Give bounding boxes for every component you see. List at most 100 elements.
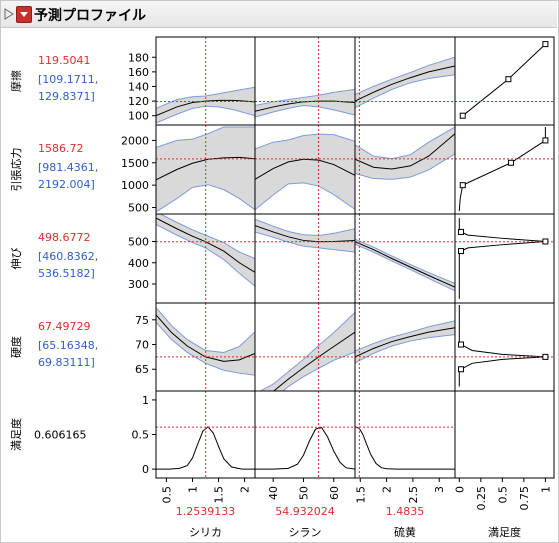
panel-1-1 — [254, 124, 356, 215]
d-tick-label-4: 1 — [539, 486, 552, 493]
predicted-value-3: 67.49729 — [38, 320, 91, 333]
panel-3-2 — [354, 302, 456, 392]
lower-ci-line-3-1 — [282, 351, 355, 391]
d-tick-label-0: 0 — [453, 486, 466, 493]
prediction-trace-3-1 — [272, 331, 355, 391]
y-tick-label-1-0: 500 — [128, 202, 149, 215]
desirability-handle-2-1[interactable] — [542, 238, 549, 245]
x-tick-label-1-1: 50 — [297, 486, 310, 500]
desirability-handle-3-0[interactable] — [458, 366, 465, 373]
lower-ci-line-1-2 — [355, 153, 455, 180]
x-tick-label-1-0: 40 — [267, 486, 280, 500]
prediction-trace-2-2 — [355, 241, 455, 288]
response-label-0: 摩擦 — [9, 70, 23, 92]
ci-low-2: [460.8362, — [38, 250, 98, 263]
y-tick-label-4-1: 0.5 — [132, 429, 150, 442]
y-tick-label-0-3: 160 — [128, 66, 149, 79]
desirability-axis-label: 満足度 — [488, 525, 521, 539]
red-triangle-menu-icon[interactable] — [16, 6, 32, 23]
desirability-function-1 — [458, 127, 546, 212]
confidence-band-1-2 — [355, 127, 455, 180]
x-tick-label-2-0: 1.5 — [354, 486, 367, 504]
lower-ci-line-3-2 — [355, 334, 455, 364]
upper-ci-line-2-1 — [255, 218, 355, 237]
desirability-value: 0.606165 — [34, 429, 87, 442]
desirability-handle-3-1[interactable] — [542, 353, 549, 360]
panel-1-2 — [354, 124, 456, 215]
y-tick-label-0-2: 140 — [128, 80, 149, 93]
desirability-handle-1-2[interactable] — [542, 137, 549, 144]
d-tick-label-3: 0.75 — [518, 486, 531, 511]
lower-ci-line-2-1 — [255, 231, 355, 253]
desirability-handle-1-0[interactable] — [459, 182, 466, 189]
confidence-band-3-0 — [156, 307, 255, 376]
ci-high-3: 69.83111] — [38, 356, 95, 369]
desirability-border-2 — [454, 213, 555, 304]
x-tick-label-2-2: 2.5 — [407, 486, 420, 504]
lower-ci-line-1-1 — [255, 182, 355, 211]
desirability-handle-1-1[interactable] — [507, 159, 514, 166]
desirability-handle-2-2[interactable] — [458, 228, 465, 235]
prediction-trace-3-2 — [355, 327, 455, 358]
panel-border-4-1 — [254, 390, 356, 479]
y-tick-label-4-0: 0 — [142, 463, 149, 476]
upper-ci-line-1-1 — [255, 133, 355, 150]
x-tick-label-0-1: 1 — [186, 486, 199, 493]
panel-4-2 — [354, 390, 456, 479]
confidence-band-3-1 — [260, 312, 355, 391]
ci-low-1: [981.4361, — [38, 161, 98, 174]
y-tick-label-2-2: 500 — [128, 236, 149, 249]
desirability-function-3 — [458, 305, 546, 387]
predicted-value-0: 119.5041 — [38, 54, 91, 67]
y-tick-label-4-2: 1 — [142, 394, 149, 407]
upper-ci-line-3-2 — [355, 320, 455, 352]
x-tick-label-2-1: 2 — [381, 486, 394, 493]
lower-ci-line-0-2 — [355, 74, 455, 109]
y-tick-label-0-1: 120 — [128, 95, 149, 108]
x-tick-label-1-2: 60 — [328, 486, 341, 500]
desirability-handle-0-2[interactable] — [542, 41, 549, 48]
desirability-handle-0-0[interactable] — [459, 112, 466, 119]
d-tick-label-1: 0.25 — [475, 486, 488, 511]
response-label-3: 硬度 — [9, 336, 23, 358]
upper-ci-line-1-2 — [355, 126, 455, 160]
desirability-panel-1 — [454, 124, 555, 215]
collapse-triangle-icon[interactable] — [4, 8, 14, 20]
factor-value-2[interactable]: 1.4835 — [386, 505, 425, 518]
desirability-border-4 — [454, 390, 555, 479]
panel-0-0 — [155, 36, 256, 126]
y-tick-label-1-1: 1000 — [121, 179, 149, 192]
factor-label-2: 硫黄 — [394, 525, 416, 539]
desirability-function-2 — [458, 218, 546, 299]
title-bar: 予測プロファイル — [1, 1, 557, 28]
confidence-band-1-1 — [255, 134, 355, 210]
factor-value-1[interactable]: 54.932024 — [275, 505, 335, 518]
prediction-trace-1-2 — [355, 133, 455, 170]
lower-ci-line-0-1 — [255, 104, 355, 118]
panel-0-1 — [254, 36, 356, 126]
ci-low-0: [109.1711, — [38, 73, 98, 86]
upper-ci-line-0-0 — [156, 86, 255, 109]
desirability-handle-3-2[interactable] — [458, 341, 465, 348]
desirability-function-0 — [462, 43, 546, 117]
upper-ci-line-3-1 — [259, 312, 355, 391]
desirability-handle-0-1[interactable] — [505, 76, 512, 83]
confidence-band-3-2 — [355, 320, 455, 363]
upper-ci-line-0-2 — [355, 56, 455, 95]
lower-ci-line-1-0 — [156, 184, 255, 213]
upper-ci-line-3-0 — [156, 307, 255, 353]
panel-2-0 — [155, 213, 256, 304]
panel-1-0 — [155, 124, 256, 215]
desirability-handle-2-0[interactable] — [458, 248, 465, 255]
factor-label-1: シラン — [289, 526, 322, 539]
desirability-border-1 — [454, 124, 555, 215]
y-tick-label-3-0: 65 — [135, 363, 149, 376]
factor-value-0[interactable]: 1.2539133 — [176, 505, 236, 518]
factor-label-0: シリカ — [189, 526, 222, 539]
x-tick-label-0-0: 0.5 — [160, 486, 173, 504]
desirability-panel-3 — [454, 302, 555, 392]
panel-border-2-2 — [354, 213, 456, 304]
desirability-border-3 — [454, 302, 555, 392]
y-tick-label-0-0: 100 — [128, 110, 149, 123]
d-tick-label-2: 0.5 — [496, 486, 509, 504]
